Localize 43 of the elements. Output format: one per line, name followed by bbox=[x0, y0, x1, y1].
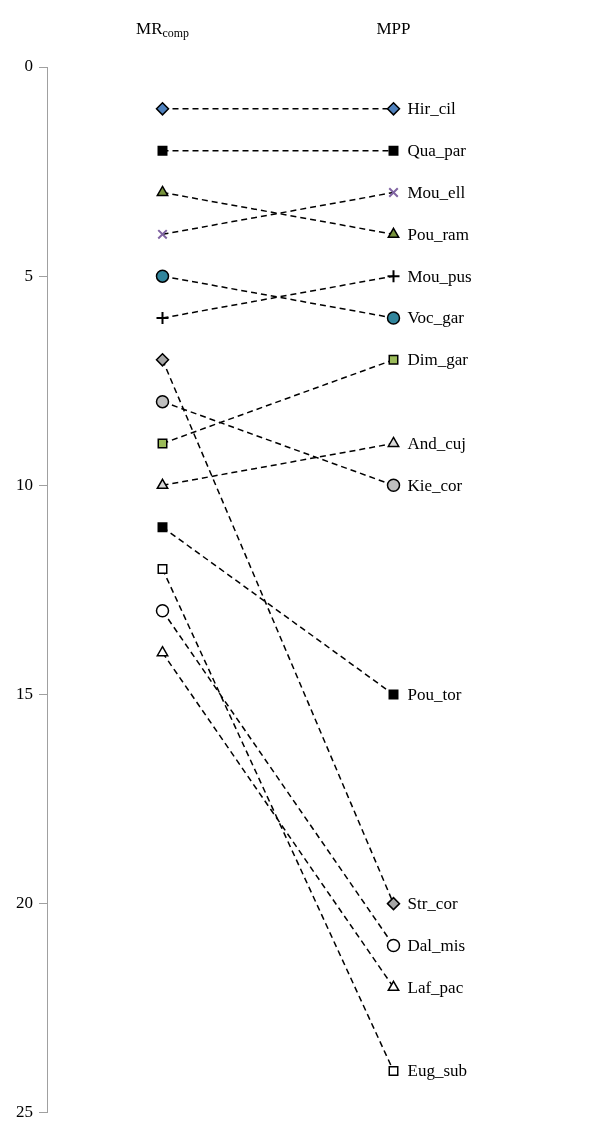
y-tick-label: 5 bbox=[24, 265, 33, 285]
series-label: Mou_ell bbox=[407, 182, 466, 202]
point bbox=[157, 438, 168, 449]
series-label: Eug_sub bbox=[407, 1061, 467, 1081]
series-label: Mou_pus bbox=[407, 266, 472, 286]
series-label: Pou_tor bbox=[407, 684, 462, 704]
series-label: Kie_cor bbox=[407, 475, 463, 495]
point bbox=[155, 102, 170, 116]
point bbox=[386, 938, 401, 953]
point bbox=[155, 310, 170, 325]
point bbox=[155, 269, 170, 283]
y-tick-label: 20 bbox=[16, 893, 33, 913]
point bbox=[157, 145, 168, 156]
series-label: And_cuj bbox=[407, 433, 467, 453]
series-label: Laf_pac bbox=[407, 977, 464, 997]
point bbox=[386, 311, 401, 325]
point bbox=[386, 102, 401, 116]
point bbox=[388, 145, 399, 156]
point bbox=[386, 269, 401, 284]
point bbox=[155, 394, 170, 409]
y-tick-label: 25 bbox=[16, 1102, 33, 1122]
point bbox=[388, 187, 399, 198]
series-label: Dim_gar bbox=[407, 350, 469, 370]
y-tick-label: 10 bbox=[16, 474, 33, 494]
point bbox=[155, 353, 170, 367]
series-label: Hir_cil bbox=[407, 99, 456, 119]
point bbox=[157, 522, 168, 533]
point bbox=[388, 354, 399, 365]
point bbox=[386, 896, 401, 911]
series-label: Pou_ram bbox=[407, 224, 469, 244]
point bbox=[157, 563, 168, 574]
series-label: Voc_gar bbox=[407, 308, 465, 328]
y-tick-label: 15 bbox=[16, 683, 33, 703]
point bbox=[386, 478, 401, 493]
y-tick-label: 0 bbox=[24, 56, 33, 76]
point bbox=[157, 229, 168, 240]
x-tick-label: MPP bbox=[376, 19, 411, 39]
point bbox=[388, 689, 399, 700]
series-label: Dal_mis bbox=[407, 935, 466, 955]
series-label: Qua_par bbox=[407, 141, 467, 161]
point bbox=[388, 1065, 399, 1076]
point bbox=[155, 604, 170, 618]
series-label: Str_cor bbox=[407, 894, 458, 914]
